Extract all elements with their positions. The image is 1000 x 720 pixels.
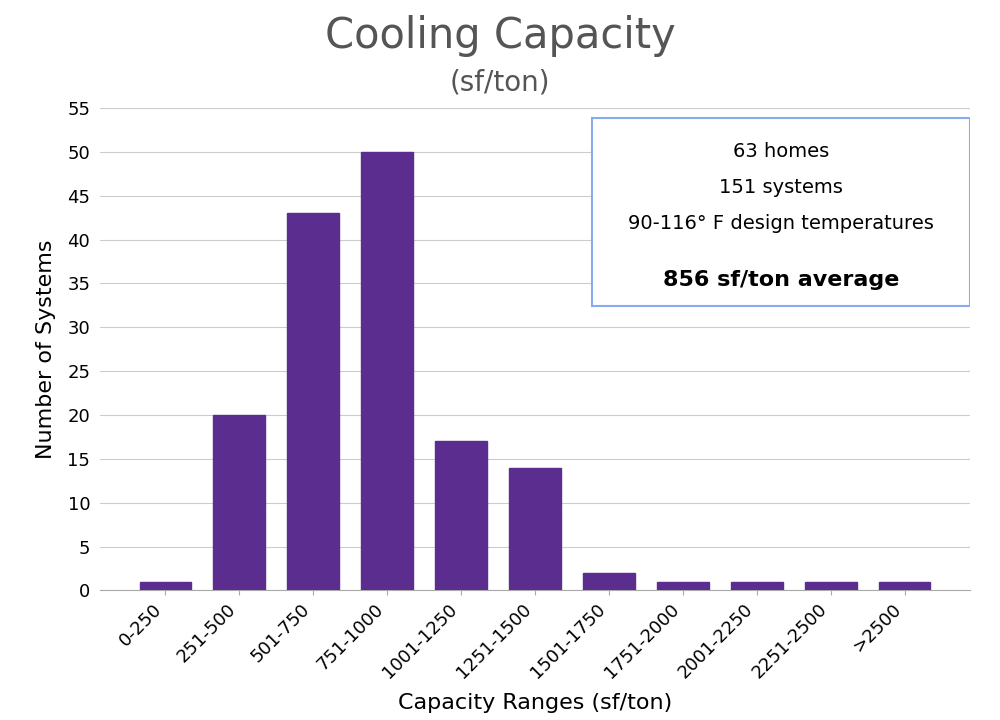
Text: Cooling Capacity: Cooling Capacity bbox=[325, 15, 675, 57]
Bar bbox=[657, 582, 709, 590]
Text: (sf/ton): (sf/ton) bbox=[450, 69, 550, 96]
Bar bbox=[287, 213, 339, 590]
X-axis label: Capacity Ranges (sf/ton): Capacity Ranges (sf/ton) bbox=[398, 693, 672, 714]
Bar bbox=[879, 582, 930, 590]
Bar bbox=[731, 582, 783, 590]
Bar bbox=[361, 152, 413, 590]
Text: 90-116° F design temperatures: 90-116° F design temperatures bbox=[628, 214, 934, 233]
Text: 151 systems: 151 systems bbox=[719, 178, 843, 197]
Bar bbox=[509, 467, 561, 590]
Bar bbox=[805, 582, 857, 590]
Bar bbox=[435, 441, 487, 590]
FancyBboxPatch shape bbox=[592, 117, 970, 306]
Bar bbox=[140, 582, 191, 590]
Text: 63 homes: 63 homes bbox=[733, 142, 829, 161]
Text: 856 sf/ton average: 856 sf/ton average bbox=[663, 269, 899, 289]
Bar bbox=[213, 415, 265, 590]
Bar bbox=[583, 573, 635, 590]
Y-axis label: Number of Systems: Number of Systems bbox=[36, 240, 56, 459]
